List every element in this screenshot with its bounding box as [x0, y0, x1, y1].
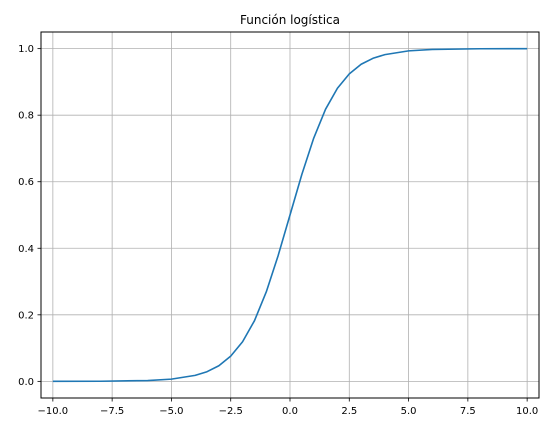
x-tick-label: 10.0	[516, 406, 538, 417]
y-tick-label: 0.0	[18, 377, 34, 388]
y-tick-label: 0.2	[18, 310, 34, 321]
x-tick-label: 2.5	[341, 406, 357, 417]
series-layer	[52, 47, 528, 383]
ticks: −10.0 −7.5 −5.0 −2.5 0.0 2.5 5.0 7.5 10.0 0.0 0.2 0…	[18, 44, 538, 417]
y-tick-label: 1.0	[18, 44, 34, 55]
x-tick-label: 5.0	[401, 406, 417, 417]
y-tick-label: 0.4	[18, 244, 34, 255]
chart-title: Función logística	[240, 13, 340, 27]
x-tick-label: −7.5	[100, 406, 124, 417]
y-tick-label: 0.8	[18, 111, 34, 122]
x-tick-label: −10.0	[38, 406, 69, 417]
x-tick-label: 0.0	[282, 406, 298, 417]
x-tick-label: −5.0	[159, 406, 183, 417]
y-tick-label: 0.6	[18, 177, 34, 188]
x-tick-label: 7.5	[460, 406, 476, 417]
x-tick-label: −2.5	[219, 406, 243, 417]
series-line	[52, 47, 528, 383]
